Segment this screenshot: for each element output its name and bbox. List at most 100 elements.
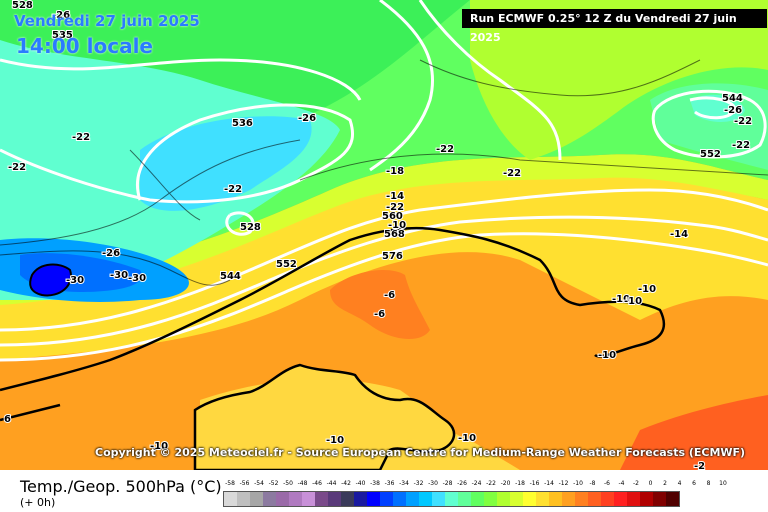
legend-swatch [575, 492, 588, 506]
map-value-label: -30 [66, 275, 84, 286]
map-value-label: -10 [638, 284, 656, 295]
map-value-label: -6 [374, 309, 385, 320]
legend-label: -38 [370, 480, 380, 487]
legend-label: -8 [589, 480, 596, 487]
legend-swatch [250, 492, 263, 506]
legend-label: -48 [297, 480, 308, 487]
legend-label: -54 [254, 480, 264, 487]
legend-label: -2 [633, 480, 639, 487]
yellowgreen-northeast [470, 0, 768, 160]
legend-swatch [406, 492, 419, 506]
legend-swatch [367, 492, 380, 506]
map-value-label: 552 [276, 259, 297, 270]
map-value-label: 6 [4, 414, 11, 425]
map-value-label: -30 [128, 273, 146, 284]
legend-swatch [458, 492, 471, 506]
map-value-label: 528 [12, 0, 33, 11]
legend-swatch [315, 492, 328, 506]
legend-swatch [419, 492, 432, 506]
legend-swatch [640, 492, 653, 506]
legend-swatch [263, 492, 276, 506]
low-core [29, 263, 72, 297]
legend-swatch [354, 492, 367, 506]
legend-label: 8 [706, 480, 711, 487]
map-value-label: -22 [386, 202, 404, 213]
map-value-label: 576 [382, 251, 403, 262]
forecast-offset: (+ 0h) [20, 496, 56, 509]
legend-swatch [393, 492, 406, 506]
legend-label: -24 [471, 480, 482, 487]
legend-label: -6 [604, 480, 610, 487]
map-value-label: -22 [224, 184, 242, 195]
map-value-label: -10 [598, 350, 616, 361]
legend-label: -40 [355, 480, 366, 487]
legend-swatch [601, 492, 614, 506]
map-value-label: 552 [700, 149, 721, 160]
legend-swatch [588, 492, 601, 506]
legend-swatch [302, 492, 315, 506]
run-info-box: Run ECMWF 0.25° 12 Z du Vendredi 27 juin… [462, 9, 767, 44]
legend-label: -14 [544, 480, 554, 487]
legend-label: -34 [399, 480, 409, 487]
legend-label: -4 [618, 480, 625, 487]
geopotential-contours [0, 0, 768, 362]
map-value-label: -14 [670, 229, 688, 240]
legend-swatch [471, 492, 484, 506]
legend-label: -10 [573, 480, 583, 487]
date-label: Vendredi 27 juin 2025 [14, 12, 200, 30]
legend-label: -18 [515, 480, 525, 487]
legend-swatch [497, 492, 510, 506]
map-value-label: -10 [150, 441, 168, 452]
legend-label: -36 [384, 480, 395, 487]
legend-label: -26 [457, 480, 467, 487]
legend-swatch [380, 492, 393, 506]
legend-swatch [536, 492, 549, 506]
map-value-label: -22 [72, 132, 90, 143]
time-label: 14:00 locale [16, 34, 153, 58]
legend-swatch [523, 492, 536, 506]
map-value-label: 536 [232, 118, 253, 129]
map-value-label: -22 [503, 168, 521, 179]
map-value-label: -26 [724, 105, 742, 116]
legend-label: -58 [225, 480, 235, 487]
legend-swatch [289, 492, 302, 506]
map-value-label: 544 [722, 93, 743, 104]
map-value-label: -10 [326, 435, 344, 446]
map-value-label: -10 [624, 296, 642, 307]
legend-label: -46 [312, 480, 322, 487]
legend-label: 10 [719, 480, 727, 487]
map-value-label: -10 [388, 220, 406, 231]
cyan-zone-inner [140, 116, 312, 211]
map-value-label: -10 [458, 433, 476, 444]
legend-swatch [224, 492, 237, 506]
legend-swatch [549, 492, 562, 506]
legend-swatch [666, 492, 679, 506]
legend-swatch [341, 492, 354, 506]
isotherm-lines [0, 59, 768, 286]
legend-swatch [562, 492, 575, 506]
map-value-label: -22 [8, 162, 26, 173]
hot-southeast [620, 395, 768, 470]
legend-label: -52 [268, 480, 279, 487]
legend-label: -56 [239, 480, 250, 487]
map-value-label: -22 [732, 140, 750, 151]
map-value-label: -6 [384, 290, 395, 301]
legend-swatch [237, 492, 250, 506]
legend-swatch [445, 492, 458, 506]
map-value-label: 560 [382, 211, 403, 222]
legend-label: 6 [692, 480, 696, 487]
legend-label: -44 [326, 480, 337, 487]
map-title: Temp./Geop. 500hPa (°C) [20, 477, 222, 496]
legend-label: -16 [529, 480, 540, 487]
legend-label: -22 [486, 480, 496, 487]
legend-labels: -58 -56 -54 -52 -50 -48 -46 -44 -42 -40 -38 -36 -34-… [223, 480, 753, 490]
map-value-label: 568 [384, 229, 405, 240]
legend-label: -30 [428, 480, 438, 487]
map-value-label: -22 [436, 144, 454, 155]
map-value-label: -14 [386, 191, 404, 202]
color-legend [223, 491, 680, 507]
legend-label: -42 [341, 480, 351, 487]
legend-swatch [484, 492, 497, 506]
legend-label: -28 [442, 480, 453, 487]
